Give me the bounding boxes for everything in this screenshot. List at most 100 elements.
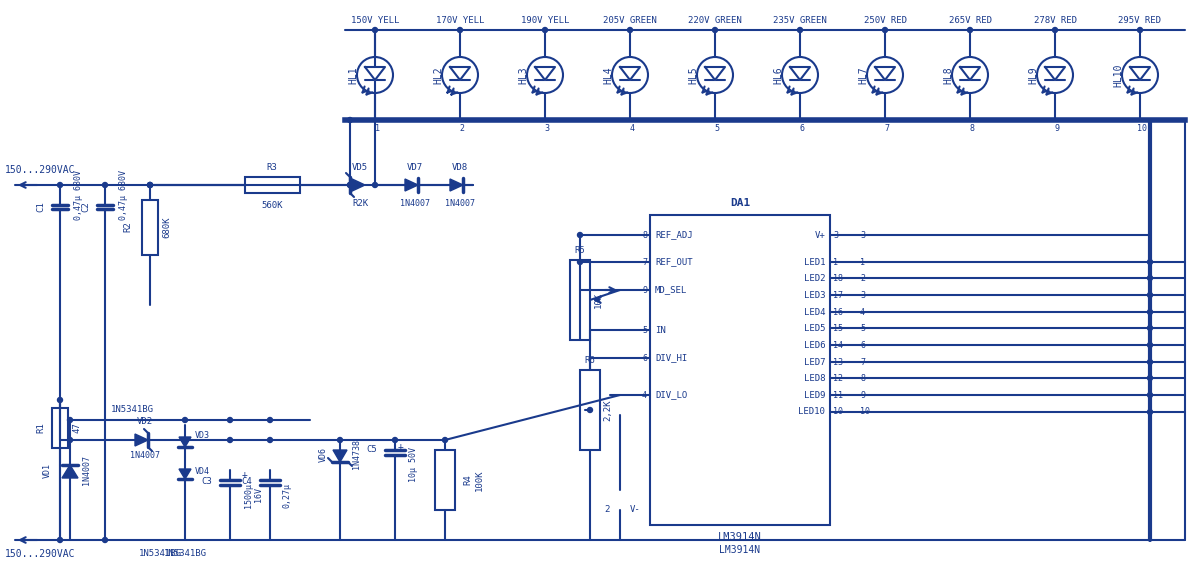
Circle shape <box>358 57 394 93</box>
Text: IN: IN <box>655 326 666 335</box>
Text: 1N5341BG: 1N5341BG <box>110 406 154 414</box>
Text: 7: 7 <box>860 357 865 366</box>
Text: HL10: HL10 <box>1114 63 1123 87</box>
Text: DIV_LO: DIV_LO <box>655 390 688 400</box>
Text: 0,27µ: 0,27µ <box>282 483 292 508</box>
Polygon shape <box>535 67 556 80</box>
Text: 6: 6 <box>860 340 865 349</box>
Circle shape <box>1122 57 1158 93</box>
Text: 220V GREEN: 220V GREEN <box>688 15 742 25</box>
Polygon shape <box>179 469 191 479</box>
Text: HL9: HL9 <box>1028 66 1038 84</box>
Text: LED10: LED10 <box>798 407 826 417</box>
Circle shape <box>713 28 718 32</box>
Text: LM3914N: LM3914N <box>720 545 761 555</box>
Text: 17: 17 <box>833 291 844 299</box>
Text: 150...290VAC: 150...290VAC <box>5 549 76 559</box>
Circle shape <box>228 437 233 443</box>
Text: 15: 15 <box>833 323 844 332</box>
Text: 18: 18 <box>833 274 844 282</box>
Text: 2: 2 <box>860 274 865 282</box>
Text: 3: 3 <box>833 231 838 239</box>
Text: HL4: HL4 <box>604 66 613 84</box>
Polygon shape <box>136 434 148 446</box>
Text: C2: C2 <box>82 201 90 212</box>
Text: 8: 8 <box>970 123 974 133</box>
Polygon shape <box>790 67 810 80</box>
Circle shape <box>1147 309 1152 315</box>
Text: 235V GREEN: 235V GREEN <box>773 15 827 25</box>
Circle shape <box>348 183 353 187</box>
Text: R6: R6 <box>584 356 595 365</box>
Circle shape <box>542 28 547 32</box>
Circle shape <box>1037 57 1073 93</box>
Text: REF_OUT: REF_OUT <box>655 258 692 266</box>
Text: 265V RED: 265V RED <box>948 15 991 25</box>
Circle shape <box>148 183 152 187</box>
Text: C4: C4 <box>241 477 252 487</box>
Text: 5: 5 <box>860 323 865 332</box>
Text: 205V GREEN: 205V GREEN <box>604 15 656 25</box>
Text: R5: R5 <box>575 245 586 255</box>
Text: VD2: VD2 <box>137 417 154 427</box>
Circle shape <box>268 437 272 443</box>
Text: R4: R4 <box>463 475 472 485</box>
Polygon shape <box>62 465 78 478</box>
Polygon shape <box>875 67 895 80</box>
Bar <box>570 260 590 340</box>
Circle shape <box>1147 326 1152 330</box>
Circle shape <box>442 57 478 93</box>
Text: 6: 6 <box>799 123 804 133</box>
Text: 9: 9 <box>642 285 647 295</box>
Text: 1N4007: 1N4007 <box>445 198 475 207</box>
Text: VD6: VD6 <box>319 447 328 461</box>
Text: 6: 6 <box>642 353 647 363</box>
Text: 12: 12 <box>833 373 844 383</box>
Text: 170V YELL: 170V YELL <box>436 15 484 25</box>
Text: REF_ADJ: REF_ADJ <box>655 231 692 239</box>
Circle shape <box>67 417 72 423</box>
Text: LED8: LED8 <box>804 373 826 383</box>
Text: 1: 1 <box>374 123 379 133</box>
Polygon shape <box>365 67 385 80</box>
Circle shape <box>392 437 397 443</box>
Text: HL6: HL6 <box>773 66 784 84</box>
Text: V-: V- <box>630 505 641 514</box>
Circle shape <box>148 183 152 187</box>
Circle shape <box>102 183 108 187</box>
Text: 2: 2 <box>605 505 610 514</box>
Text: 3: 3 <box>860 231 865 239</box>
Text: C3: C3 <box>202 477 212 487</box>
Text: 100K: 100K <box>475 469 484 491</box>
Circle shape <box>1147 410 1152 414</box>
Circle shape <box>952 57 988 93</box>
Text: 250V RED: 250V RED <box>864 15 906 25</box>
Circle shape <box>1147 393 1152 397</box>
Circle shape <box>1147 376 1152 380</box>
Text: LED1: LED1 <box>804 258 826 266</box>
Circle shape <box>798 28 803 32</box>
Text: LM3914N: LM3914N <box>718 532 762 542</box>
Text: 680K: 680K <box>162 216 172 238</box>
Text: 13: 13 <box>833 357 844 366</box>
Polygon shape <box>334 450 347 462</box>
Text: HL7: HL7 <box>858 66 868 84</box>
Polygon shape <box>1130 67 1150 80</box>
Text: 1: 1 <box>833 258 838 266</box>
Polygon shape <box>450 67 470 80</box>
Circle shape <box>967 28 972 32</box>
Text: HL2: HL2 <box>433 66 443 84</box>
Text: 10µ 50V: 10µ 50V <box>409 447 418 483</box>
Text: LED5: LED5 <box>804 323 826 332</box>
Circle shape <box>58 183 62 187</box>
Text: 16V: 16V <box>254 487 263 502</box>
Text: 10: 10 <box>860 407 870 417</box>
Text: 1: 1 <box>860 258 865 266</box>
Text: 2,2K: 2,2K <box>604 399 612 421</box>
Text: 1N4007: 1N4007 <box>400 198 430 207</box>
Text: 7: 7 <box>884 123 889 133</box>
Text: VD3: VD3 <box>196 430 210 440</box>
Text: C1: C1 <box>36 201 46 212</box>
Bar <box>142 200 158 255</box>
Circle shape <box>372 28 378 32</box>
